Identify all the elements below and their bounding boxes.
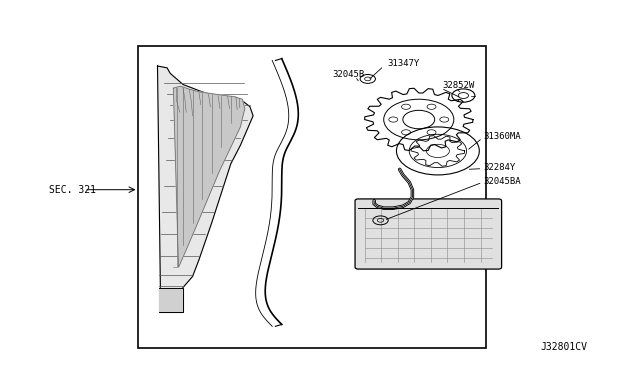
FancyBboxPatch shape <box>355 199 502 269</box>
Text: 32852W: 32852W <box>442 81 475 90</box>
Polygon shape <box>157 66 253 311</box>
Polygon shape <box>173 86 245 267</box>
Text: 32284Y: 32284Y <box>484 163 516 172</box>
Text: 32045B: 32045B <box>333 70 365 79</box>
Text: 32045BA: 32045BA <box>484 177 522 186</box>
Polygon shape <box>159 288 183 311</box>
Text: 31360MA: 31360MA <box>484 132 522 141</box>
Text: 31347Y: 31347Y <box>387 59 419 68</box>
Text: J32801CV: J32801CV <box>541 342 588 352</box>
Bar <box>138 46 486 349</box>
Text: SEC. 321: SEC. 321 <box>49 185 96 195</box>
